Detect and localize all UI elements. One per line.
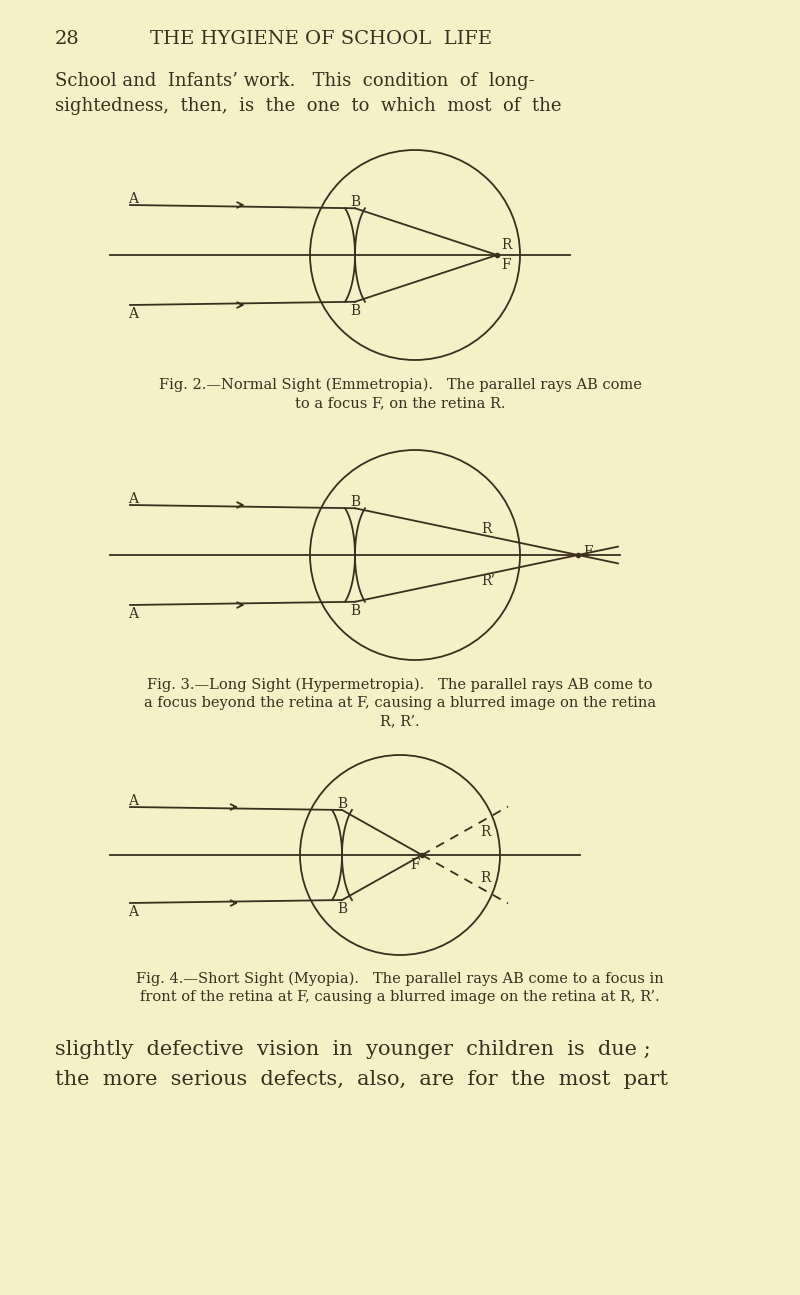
Text: R’: R’ xyxy=(481,574,495,588)
Text: front of the retina at F, causing a blurred image on the retina at R, R’.: front of the retina at F, causing a blur… xyxy=(140,989,660,1004)
Text: B: B xyxy=(350,495,360,509)
Text: a focus beyond the retina at F, causing a blurred image on the retina: a focus beyond the retina at F, causing … xyxy=(144,695,656,710)
Text: to a focus F, on the retina R.: to a focus F, on the retina R. xyxy=(294,396,506,411)
Text: A: A xyxy=(128,607,138,622)
Text: F: F xyxy=(583,545,593,559)
Text: R: R xyxy=(480,870,490,884)
Text: A: A xyxy=(128,492,138,506)
Text: B: B xyxy=(337,796,347,811)
Text: B: B xyxy=(350,603,360,618)
Text: B: B xyxy=(350,304,360,317)
Text: 28: 28 xyxy=(55,30,80,48)
Text: R, R’.: R, R’. xyxy=(380,714,420,728)
Text: School and  Infants’ work.   This  condition  of  long-: School and Infants’ work. This condition… xyxy=(55,73,534,89)
Text: A: A xyxy=(128,905,138,919)
Text: F: F xyxy=(410,859,420,872)
Text: R: R xyxy=(480,825,490,839)
Text: A: A xyxy=(128,794,138,808)
Text: B: B xyxy=(337,903,347,916)
Text: sightedness,  then,  is  the  one  to  which  most  of  the: sightedness, then, is the one to which m… xyxy=(55,97,562,115)
Text: Fig. 3.—Long Sight (Hypermetropia).   The parallel rays AB come to: Fig. 3.—Long Sight (Hypermetropia). The … xyxy=(147,679,653,693)
Text: Fig. 2.—Normal Sight (Emmetropia).   The parallel rays AB come: Fig. 2.—Normal Sight (Emmetropia). The p… xyxy=(158,378,642,392)
Text: Fig. 4.—Short Sight (Myopia).   The parallel rays AB come to a focus in: Fig. 4.—Short Sight (Myopia). The parall… xyxy=(136,973,664,987)
Text: R: R xyxy=(481,522,491,536)
Text: A: A xyxy=(128,307,138,321)
Text: slightly  defective  vision  in  younger  children  is  due ;: slightly defective vision in younger chi… xyxy=(55,1040,650,1059)
Text: R: R xyxy=(501,238,511,253)
Text: F: F xyxy=(501,258,510,272)
Text: THE HYGIENE OF SCHOOL  LIFE: THE HYGIENE OF SCHOOL LIFE xyxy=(150,30,492,48)
Text: B: B xyxy=(350,196,360,210)
Text: A: A xyxy=(128,192,138,206)
Text: the  more  serious  defects,  also,  are  for  the  most  part: the more serious defects, also, are for … xyxy=(55,1070,668,1089)
